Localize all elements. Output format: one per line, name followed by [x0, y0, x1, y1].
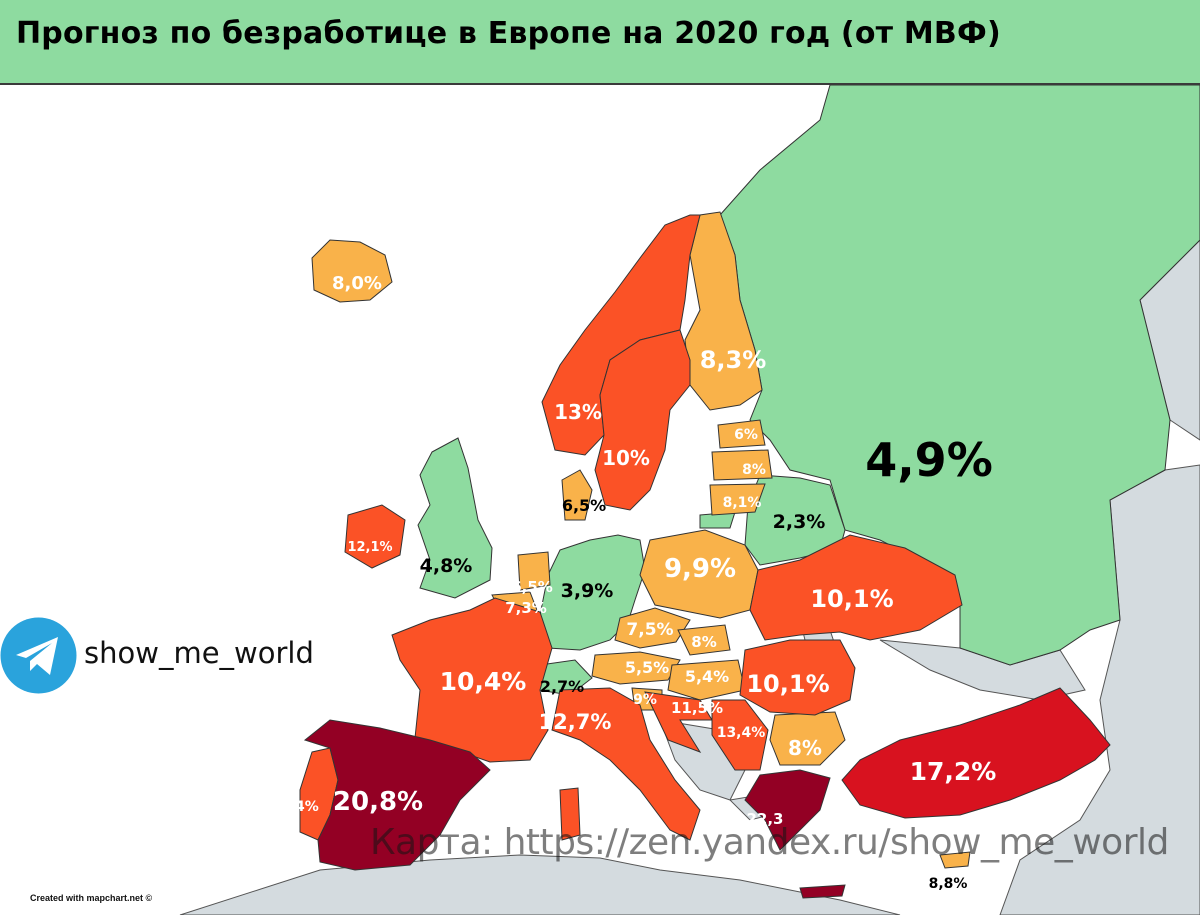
watermark-text: Карта: https://zen.yandex.ru/show_me_wor… [370, 822, 1169, 863]
sweden-region [594, 329, 691, 511]
label-ukraine: 10,1% [810, 585, 893, 613]
netherlands-region [517, 551, 551, 591]
italy-region [551, 687, 701, 841]
label-slovakia: 8% [691, 633, 716, 651]
medium-unemployment-regions [311, 211, 971, 869]
france-region [391, 597, 553, 763]
label-switzerland: 2,7% [540, 677, 584, 696]
russia-region [719, 85, 1200, 666]
label-france: 10,4% [440, 667, 527, 696]
label-hungary: 5,4% [685, 667, 729, 686]
label-czechia: 7,5% [626, 620, 673, 640]
sardinia-region [559, 787, 581, 841]
label-italy: 12,7% [539, 710, 612, 734]
uk-region [417, 437, 493, 599]
label-ireland: 12,1% [347, 540, 392, 555]
label-romania: 10,1% [746, 670, 829, 698]
country-labels: 8,0% 13% 10% 8,3% 6% 8% 8,1% 2,3% 4,9% 1… [285, 273, 996, 892]
label-turkey: 17,2% [910, 757, 997, 786]
label-portugal: 14% [285, 799, 319, 815]
turkey-region [841, 687, 1111, 819]
label-norway: 13% [554, 400, 602, 424]
poland-region [639, 529, 759, 619]
label-greece: 22,3 [746, 810, 783, 828]
cyprus-region [939, 851, 971, 869]
title-bar: Прогноз по безработице в Европе на 2020 … [0, 0, 1200, 85]
map-title: Прогноз по безработице в Европе на 2020 … [16, 16, 1001, 51]
label-uk: 4,8% [420, 555, 473, 577]
telegram-icon[interactable] [0, 617, 77, 694]
channel-handle[interactable]: show_me_world [84, 636, 314, 670]
label-serbia: 13,4% [717, 725, 766, 741]
label-iceland: 8,0% [332, 273, 382, 294]
label-slovenia: 9% [633, 692, 657, 708]
label-belgium: 7,3% [505, 599, 547, 617]
denmark-region [561, 469, 593, 521]
label-cyprus: 8,8% [929, 876, 968, 892]
croatia-region [644, 691, 713, 753]
crete-region [799, 884, 846, 899]
label-finland: 8,3% [700, 346, 767, 374]
label-croatia: 11,5% [671, 699, 723, 717]
label-austria: 5,5% [625, 658, 669, 677]
label-bulgaria: 8% [788, 736, 822, 760]
spain-region [303, 719, 491, 871]
romania-region [739, 639, 856, 716]
label-spain: 20,8% [333, 787, 423, 817]
very-high-unemployment-regions [841, 687, 1111, 819]
ireland-region [344, 504, 406, 569]
czechia-region [614, 607, 691, 649]
high-unemployment-regions [299, 214, 963, 841]
iceland-region [311, 239, 393, 303]
austria-region [591, 651, 681, 685]
norway-region [541, 214, 701, 456]
label-netherlands: 6,5% [511, 578, 553, 596]
label-estonia: 6% [734, 427, 758, 443]
estonia-region [717, 419, 766, 449]
label-russia: 4,9% [865, 433, 993, 487]
latvia-region [711, 449, 773, 481]
label-poland: 9,9% [664, 554, 736, 584]
europe-map: 8,0% 13% 10% 8,3% 6% 8% 8,1% 2,3% 4,9% 1… [179, 85, 1200, 915]
label-latvia: 8% [742, 462, 766, 478]
label-belarus: 2,3% [773, 511, 826, 533]
serbia-region [711, 699, 769, 771]
label-germany: 3,9% [561, 580, 614, 602]
lithuania-region [709, 483, 766, 516]
slovakia-region [677, 624, 731, 656]
bulgaria-region [769, 711, 846, 766]
greece-region [744, 769, 831, 851]
label-sweden: 10% [602, 446, 650, 470]
label-denmark: 6,5% [562, 496, 606, 515]
ukraine-region [749, 534, 963, 641]
label-lithuania: 8,1% [723, 495, 762, 511]
credit-text: Created with mapchart.net © [30, 893, 153, 903]
hungary-region [667, 659, 746, 701]
finland-region [684, 211, 763, 411]
extreme-unemployment-regions [303, 719, 846, 899]
